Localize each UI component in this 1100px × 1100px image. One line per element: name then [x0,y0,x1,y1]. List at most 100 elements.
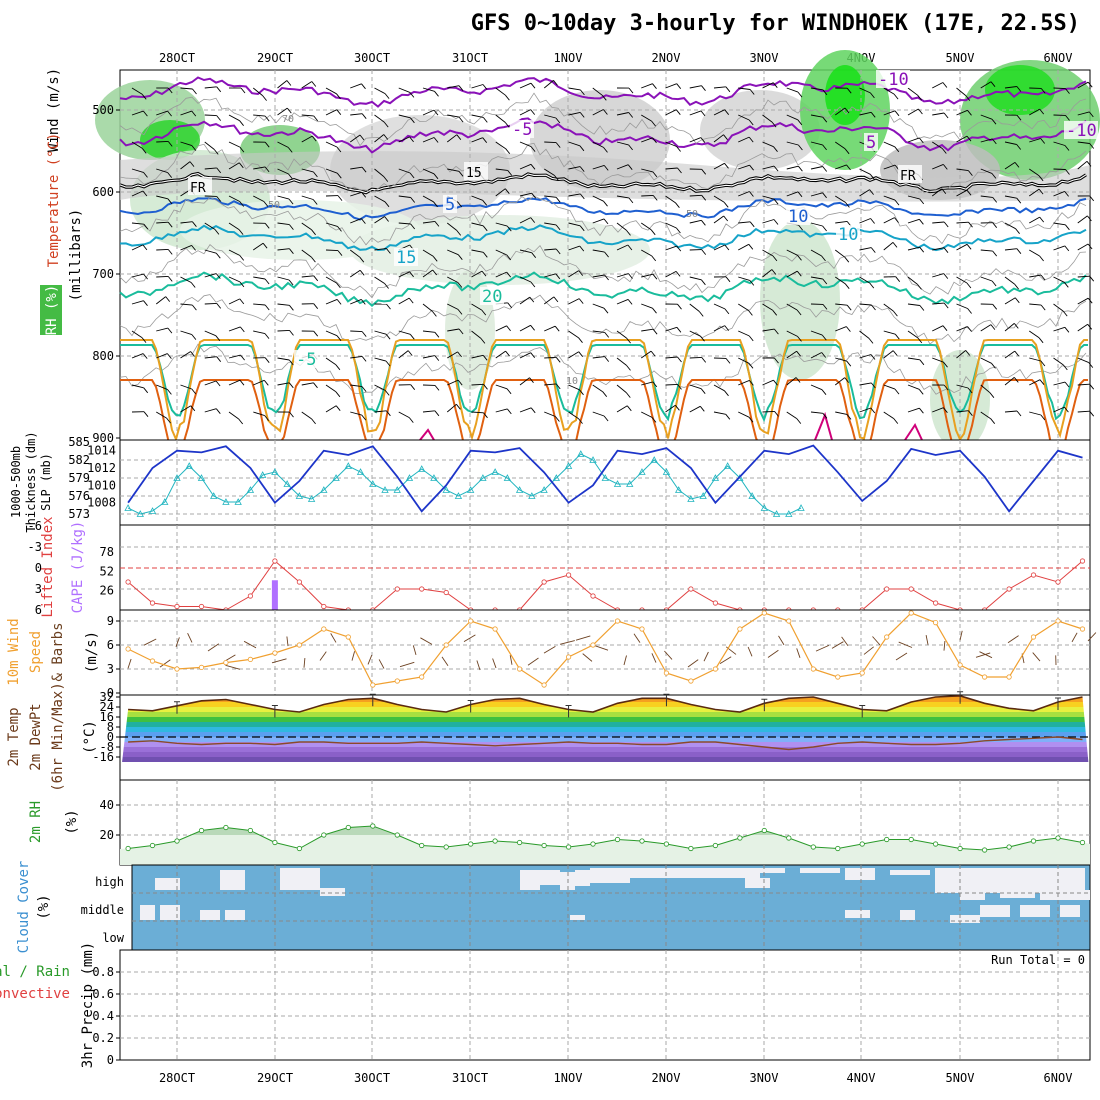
rh2m-line-marker [590,841,596,847]
barb-staff [1053,276,1065,283]
barb-flag [529,296,535,303]
barb-staff [762,165,775,170]
cape-tick-26: 26 [100,584,114,598]
wind10m-line-marker [516,666,523,672]
barb-staff [762,410,775,413]
barb-flag [580,89,585,96]
barb-staff [131,353,144,359]
rh2m-line-marker [835,845,841,852]
barb-flag [288,359,294,366]
barb-flag [167,353,172,359]
barb-staff [932,141,943,149]
wind10m-barbs [127,630,1097,671]
wind10m-barb [420,637,433,645]
barb-staff [1029,379,1041,386]
barb-staff [422,195,434,203]
barb-flag [941,188,947,194]
barb-staff [398,411,410,418]
barb-staff [932,357,944,363]
barb-staff [277,276,290,281]
barb-flag [1039,379,1045,385]
wind10m-barb [367,654,373,665]
barb-staff [786,141,799,146]
barb-flag [143,273,148,280]
barb-flag [579,145,585,152]
barb-flag [749,221,755,228]
barb-staff [762,195,775,200]
thickness-line-marker [393,486,401,493]
barb-staff [131,330,143,338]
barb-staff [762,82,774,89]
barb-flag [627,244,633,251]
barb-flag [1013,323,1019,329]
contour-label-2: FR [190,181,206,196]
barb-flag [724,109,730,115]
contour-label-bg [188,177,212,195]
barb-staff [665,404,676,413]
barb-flag [796,309,802,316]
cloud-gap-9 [540,870,560,885]
barb-staff [1077,243,1089,251]
barb-staff [277,248,290,251]
date-bottom-5NOV: 5NOV [946,1071,975,1085]
barb-flag [434,385,440,391]
barb-flag [578,270,584,276]
wind10m-barb [463,634,476,642]
upper-ylabel-wind: Wind (m/s) [46,68,62,152]
barb-staff [156,168,168,174]
barb-staff [1029,108,1040,116]
li-line-marker [1030,572,1037,578]
li-tick--6: -6 [28,519,42,533]
barb-flag [215,273,221,279]
date-bottom-28OCT: 28OCT [159,1071,195,1085]
li-line-marker [174,603,180,610]
barb-staff [1004,141,1017,145]
cloud-gaps [140,868,1090,923]
barb-flag [434,355,440,361]
barb-staff [422,109,435,116]
barb-flag [506,408,512,415]
barb-staff [641,114,652,122]
wind10m-barb [796,648,801,658]
li-line-marker [884,586,890,592]
cloud-gap-27 [980,905,1010,917]
barb-staff [374,330,387,335]
barb-staff [592,195,604,202]
wind10m-barb [1087,632,1097,642]
barb-staff [325,109,337,116]
wind10m-line-marker [272,650,278,656]
rh2m-line-marker [737,835,743,841]
barb-flag [481,270,487,277]
barb-flag [724,390,729,397]
barb-staff [980,324,992,332]
barb-flag [943,407,948,413]
barb-staff [738,87,751,90]
barb-staff [350,355,363,359]
barb-staff [495,249,507,256]
barb-flag [312,199,318,205]
barb-staff [762,114,773,123]
upper-wind-barbs [131,80,1095,425]
barb-flag [264,304,270,311]
wind10m-barb [943,640,946,651]
barb-staff [228,379,241,386]
barb-flag [383,176,389,182]
contour-label-bg [394,248,418,266]
barb-staff [956,135,968,143]
barb-staff [592,218,605,224]
upper-gridlines [120,70,1090,440]
temp-band-10 [121,742,1089,747]
barb-flag [821,389,827,395]
wind10m-barb [623,655,627,666]
barb-staff [956,303,968,309]
contour-label-bg [294,350,318,368]
wind10m-line [127,612,1083,686]
barb-staff [835,195,846,203]
barb-flag [359,256,365,263]
li-line [127,560,1083,611]
barb-flag [966,135,972,142]
barb-flag [482,225,488,232]
rh-isoline-5 [119,343,1087,395]
pressure-tick-700: 700 [92,267,114,281]
